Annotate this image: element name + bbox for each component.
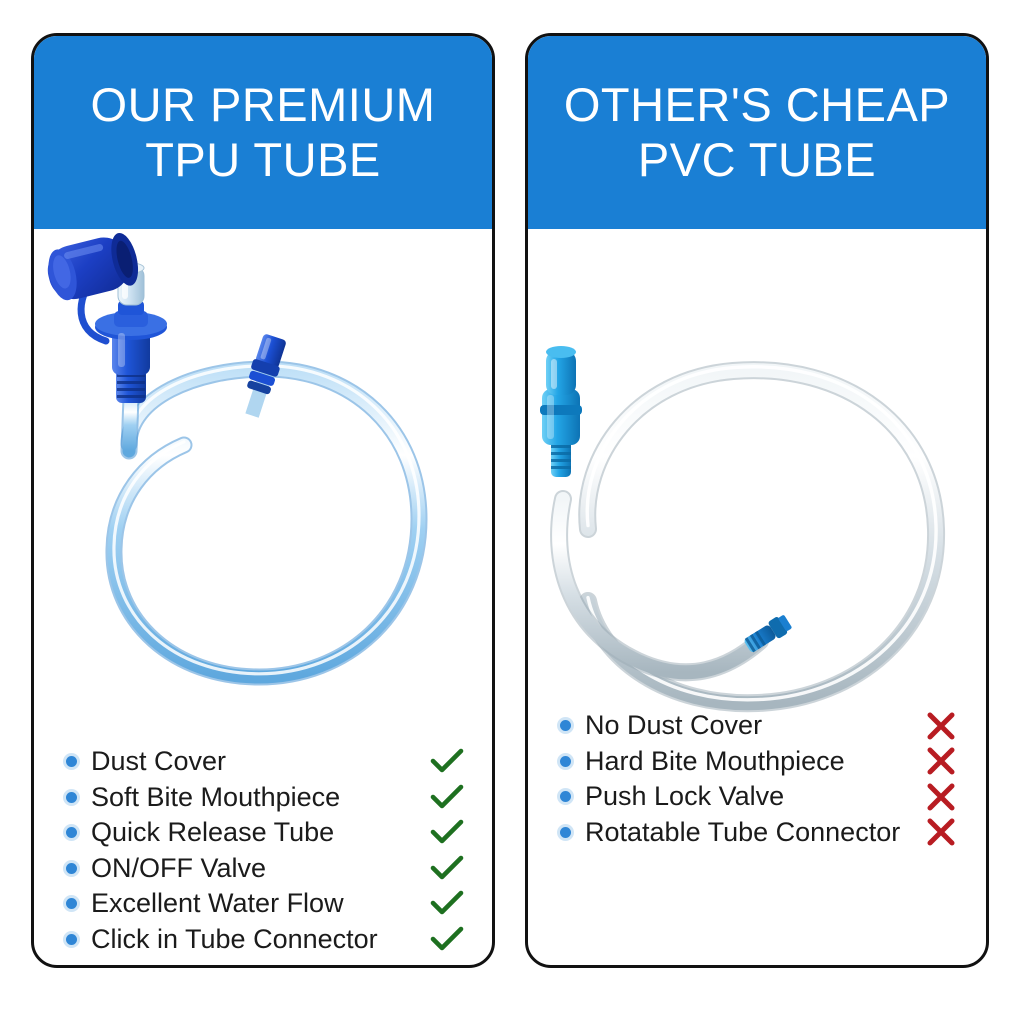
check-icon bbox=[420, 819, 474, 846]
feature-list-cheap: No Dust Cover Hard Bite Mouthpiece Push … bbox=[528, 708, 986, 850]
feature-label: Rotatable Tube Connector bbox=[585, 816, 901, 847]
cross-icon bbox=[914, 782, 968, 812]
feature-label: Push Lock Valve bbox=[585, 781, 785, 812]
bullet-icon bbox=[560, 826, 571, 838]
ribbed-collar bbox=[116, 369, 146, 403]
feature-label: ON/OFF Valve bbox=[91, 852, 267, 883]
hard-bite-mouthpiece-assembly bbox=[540, 346, 582, 477]
bullet-icon bbox=[66, 862, 77, 874]
feature-label: Excellent Water Flow bbox=[91, 888, 344, 919]
feature-row: Hard Bite Mouthpiece bbox=[560, 744, 968, 780]
feature-row: Push Lock Valve bbox=[560, 779, 968, 815]
cheap-pvc-tube-illustration bbox=[540, 346, 946, 713]
check-icon bbox=[420, 748, 474, 775]
push-lock-valve-body bbox=[542, 389, 580, 445]
feature-row: ON/OFF Valve bbox=[66, 851, 474, 887]
feature-label: No Dust Cover bbox=[585, 710, 763, 741]
rotatable-tube-connector bbox=[744, 615, 792, 653]
panel-cheap-pvc: OTHER'S CHEAP PVC TUBE bbox=[525, 33, 989, 968]
quick-release-connector bbox=[245, 334, 286, 418]
panel-header-cheap: OTHER'S CHEAP PVC TUBE bbox=[528, 36, 986, 229]
panel-header-premium: OUR PREMIUM TPU TUBE bbox=[34, 36, 492, 229]
bullet-icon bbox=[66, 827, 77, 839]
feature-row: Click in Tube Connector bbox=[66, 922, 474, 958]
feature-row: Quick Release Tube bbox=[66, 815, 474, 851]
tube-upper-segment bbox=[120, 388, 140, 460]
panel-title-cheap: OTHER'S CHEAP PVC TUBE bbox=[563, 78, 951, 186]
bullet-icon bbox=[66, 933, 77, 945]
hard-bite-mouthpiece bbox=[546, 346, 576, 395]
push-lock-valve-stem bbox=[551, 441, 571, 477]
check-icon bbox=[420, 890, 474, 917]
bullet-icon bbox=[560, 791, 571, 803]
cross-icon bbox=[914, 711, 968, 741]
product-image-cheap-pvc bbox=[528, 229, 986, 759]
cross-icon bbox=[914, 817, 968, 847]
feature-label: Soft Bite Mouthpiece bbox=[91, 781, 341, 812]
blue-tpu-tube-loop bbox=[105, 360, 428, 686]
bullet-icon bbox=[66, 791, 77, 803]
feature-row: No Dust Cover bbox=[560, 708, 968, 744]
premium-tpu-tube-illustration bbox=[47, 232, 428, 686]
feature-row: Dust Cover bbox=[66, 744, 474, 780]
bullet-icon bbox=[66, 898, 77, 910]
cross-icon bbox=[914, 746, 968, 776]
feature-label: Hard Bite Mouthpiece bbox=[585, 745, 845, 776]
panel-title-premium: OUR PREMIUM TPU TUBE bbox=[90, 78, 436, 186]
feature-list-premium: Dust Cover Soft Bite Mouthpiece Quick Re… bbox=[34, 744, 492, 957]
feature-label: Dust Cover bbox=[91, 746, 227, 777]
tube-connector-segment bbox=[550, 490, 769, 682]
bullet-icon bbox=[66, 756, 77, 768]
gray-pvc-tube-loop bbox=[578, 361, 946, 713]
feature-label: Click in Tube Connector bbox=[91, 923, 378, 954]
bullet-icon bbox=[560, 720, 571, 732]
check-icon bbox=[420, 855, 474, 882]
feature-row: Soft Bite Mouthpiece bbox=[66, 780, 474, 816]
check-icon bbox=[420, 926, 474, 953]
product-image-premium-tpu bbox=[34, 229, 492, 759]
feature-label: Quick Release Tube bbox=[91, 817, 335, 848]
check-icon bbox=[420, 784, 474, 811]
feature-row: Excellent Water Flow bbox=[66, 886, 474, 922]
panel-premium-tpu: OUR PREMIUM TPU TUBE bbox=[31, 33, 495, 968]
feature-row: Rotatable Tube Connector bbox=[560, 815, 968, 851]
bullet-icon bbox=[560, 755, 571, 767]
dust-cover-cap bbox=[47, 232, 139, 301]
